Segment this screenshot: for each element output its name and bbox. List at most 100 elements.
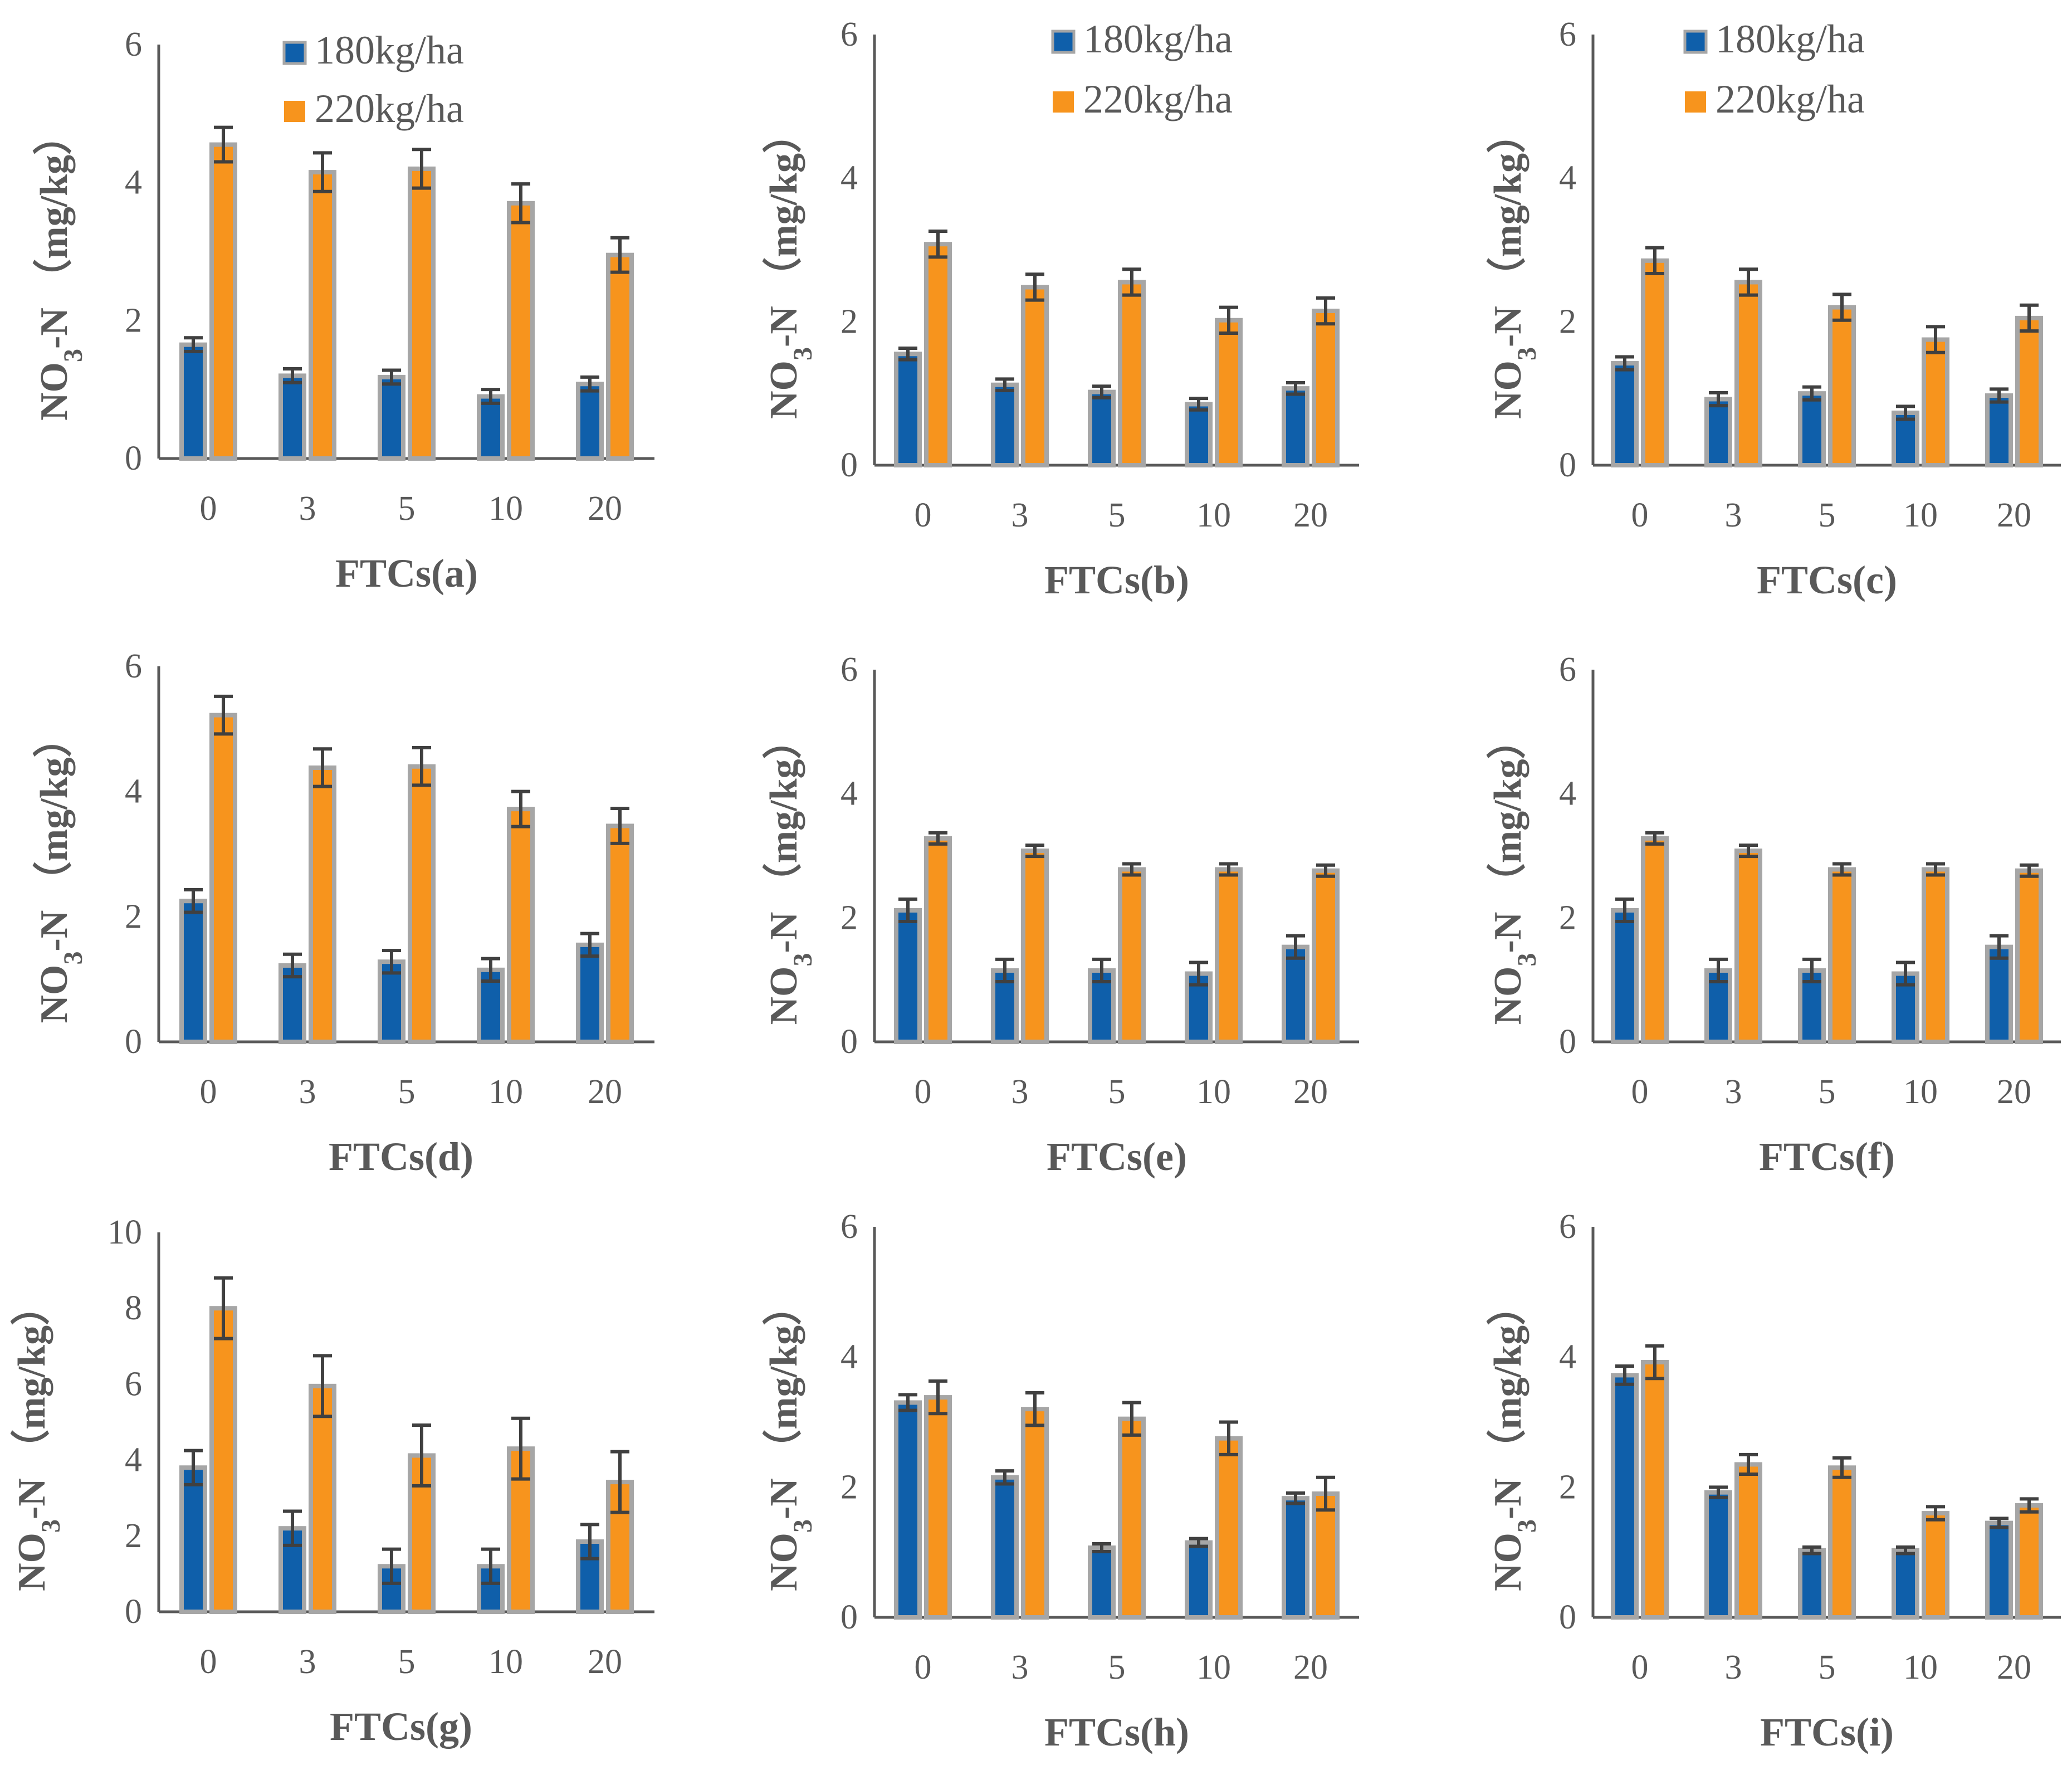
x-tick-label: 5 <box>398 490 416 528</box>
bar-180-cat-20 <box>1282 944 1309 1045</box>
x-tick-label: 0 <box>200 490 217 528</box>
x-axis-title: FTCs(f) <box>1759 1134 1895 1179</box>
x-axis-title: FTCs(e) <box>1047 1134 1187 1179</box>
bar-220-cat-3 <box>1734 1462 1762 1620</box>
y-axis-title: NO3-N （mg/kg） <box>762 720 818 1025</box>
error-bar <box>929 1379 947 1416</box>
y-tick-label: 6 <box>1559 1208 1576 1246</box>
error-bar <box>1990 1517 2009 1529</box>
error-bar <box>580 1523 599 1561</box>
legend-swatch-220 <box>1685 91 1706 113</box>
y-tick-label: 10 <box>107 1213 142 1251</box>
error-bar <box>313 151 332 193</box>
bar-220-cat-5 <box>408 764 436 1044</box>
y-tick-label: 2 <box>125 301 142 339</box>
bar-220-cat-0 <box>209 713 237 1044</box>
y-tick-label: 6 <box>840 1208 858 1246</box>
error-bar <box>1122 862 1141 877</box>
bar-180-cat-10 <box>477 394 505 461</box>
bar-220-cat-0 <box>1641 258 1669 467</box>
error-bar <box>283 1509 302 1547</box>
error-bar <box>481 957 500 983</box>
bar-220-cat-20 <box>606 252 634 461</box>
legend: 180kg/ha 220kg/ha <box>1683 17 1865 121</box>
x-tick-label: 20 <box>1997 496 2031 534</box>
legend-label: 220kg/ha <box>1716 77 1865 121</box>
bar-220-cat-10 <box>1215 867 1243 1044</box>
y-tick-label: 4 <box>125 164 142 202</box>
x-tick-label: 20 <box>1293 1073 1328 1111</box>
x-axis-title: FTCs(c) <box>1757 558 1897 602</box>
y-axis-title: NO3-N （mg/kg） <box>762 1286 818 1591</box>
x-tick-label: 5 <box>1819 496 1836 534</box>
legend-swatch-220 <box>284 101 305 122</box>
error-bar <box>1092 957 1111 984</box>
bar-180-cat-3 <box>1704 397 1732 467</box>
y-axis-title: NO3-N （mg/kg） <box>1486 720 1542 1025</box>
legend-label: 180kg/ha <box>1716 17 1865 61</box>
error-bar <box>1025 272 1044 302</box>
error-bar <box>1615 1364 1634 1386</box>
bar-220-cat-0 <box>1641 836 1669 1044</box>
y-tick-label: 2 <box>840 303 858 340</box>
y-tick-label: 4 <box>840 775 858 813</box>
error-bar <box>1615 355 1634 372</box>
x-tick-label: 10 <box>1196 1649 1231 1686</box>
bar-220-cat-20 <box>2015 1503 2043 1620</box>
x-tick-label: 5 <box>1819 1649 1836 1686</box>
bar-180-cat-0 <box>894 1400 922 1620</box>
error-bar <box>898 347 917 362</box>
bar-180-cat-3 <box>278 373 306 461</box>
error-bar <box>1739 267 1758 297</box>
y-tick-label: 4 <box>840 1338 858 1376</box>
bar-220-cat-10 <box>1215 318 1243 467</box>
y-tick-label: 6 <box>125 647 142 685</box>
error-bar <box>929 230 947 259</box>
error-bar <box>1926 1505 1945 1522</box>
chart-panel-h: 0 2 4 6 0 3 5 10 20 FTCs(h) NO3-N （mg/kg） <box>762 1208 1359 1754</box>
bar-220-cat-3 <box>309 170 336 461</box>
bar-180-cat-20 <box>576 942 604 1044</box>
y-tick-label: 8 <box>125 1289 142 1327</box>
bar-220-cat-20 <box>2015 868 2043 1044</box>
bar-220-cat-5 <box>1828 305 1856 467</box>
y-tick-label: 4 <box>840 159 858 197</box>
bar-220-cat-5 <box>1118 867 1146 1044</box>
x-tick-label: 20 <box>588 1643 622 1681</box>
error-bar <box>1832 292 1851 322</box>
y-axis-title: NO3-N （mg/kg） <box>762 114 818 419</box>
y-tick-label: 0 <box>1559 1598 1576 1636</box>
y-tick-label: 6 <box>840 651 858 689</box>
x-tick-label: 20 <box>588 490 622 528</box>
error-bar <box>1832 1456 1851 1479</box>
error-bar <box>995 1469 1014 1486</box>
x-tick-label: 0 <box>1631 1073 1649 1111</box>
bar-220-cat-20 <box>1312 309 1340 468</box>
bar-220-cat-5 <box>1828 1465 1856 1620</box>
chart-panel-a: 0 2 4 6 0 3 5 10 20 FTCs(a) NO3-N （mg/kg） 180kg/ha 2… <box>32 26 654 596</box>
x-tick-label: 3 <box>1011 1073 1029 1111</box>
x-tick-label: 5 <box>398 1073 416 1111</box>
error-bar <box>1286 381 1305 396</box>
error-bar <box>1645 246 1664 276</box>
y-tick-label: 2 <box>840 1468 858 1506</box>
error-bar <box>1739 844 1758 859</box>
bar-220-cat-5 <box>1118 1416 1146 1620</box>
error-bar <box>1316 1475 1335 1512</box>
x-tick-label: 3 <box>1011 496 1029 534</box>
error-bar <box>1219 1420 1238 1456</box>
x-tick-label: 0 <box>915 1073 932 1111</box>
error-bar <box>610 1450 629 1514</box>
error-bar <box>511 1416 530 1481</box>
y-tick-label: 6 <box>840 16 858 53</box>
error-bar <box>481 388 500 405</box>
bar-220-cat-0 <box>924 242 952 467</box>
y-tick-label: 2 <box>1559 1468 1576 1506</box>
y-axis-title: NO3-N （mg/kg） <box>10 1286 66 1591</box>
bar-180-cat-10 <box>1185 402 1213 467</box>
x-axis-title: FTCs(a) <box>335 551 478 596</box>
y-axis-title: NO3-N （mg/kg） <box>1486 114 1542 419</box>
bar-220-cat-3 <box>1734 849 1762 1045</box>
bar-180-cat-5 <box>1088 389 1116 468</box>
x-tick-label: 0 <box>915 1649 932 1686</box>
